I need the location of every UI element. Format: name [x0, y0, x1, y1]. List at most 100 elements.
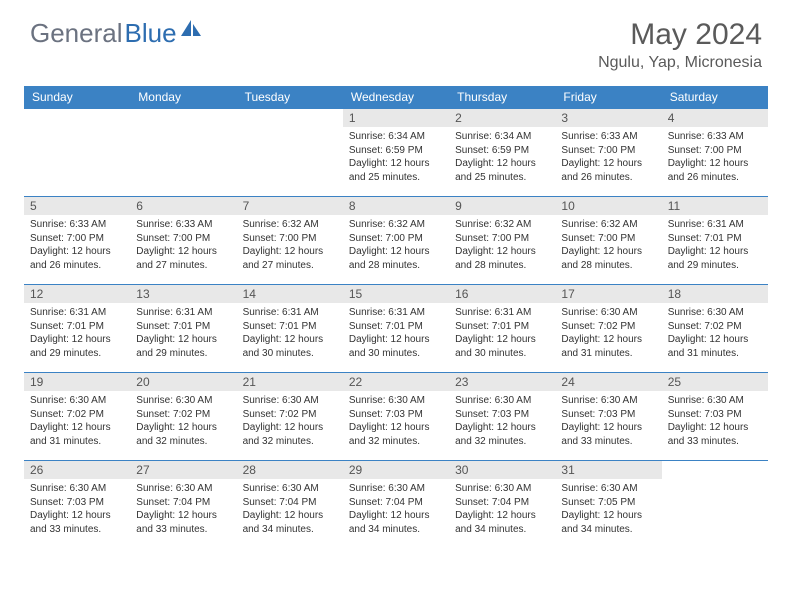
- day-details: Sunrise: 6:30 AMSunset: 7:04 PMDaylight:…: [237, 479, 343, 538]
- calendar-day-cell: 8Sunrise: 6:32 AMSunset: 7:00 PMDaylight…: [343, 197, 449, 285]
- weekday-header: Monday: [130, 86, 236, 109]
- day-details: Sunrise: 6:31 AMSunset: 7:01 PMDaylight:…: [449, 303, 555, 362]
- weekday-header: Tuesday: [237, 86, 343, 109]
- logo-text-general: General: [30, 18, 123, 49]
- calendar-day-cell: 25Sunrise: 6:30 AMSunset: 7:03 PMDayligh…: [662, 373, 768, 461]
- day-details: Sunrise: 6:30 AMSunset: 7:02 PMDaylight:…: [24, 391, 130, 450]
- day-number: 16: [449, 285, 555, 303]
- day-details: Sunrise: 6:32 AMSunset: 7:00 PMDaylight:…: [555, 215, 661, 274]
- day-number: 4: [662, 109, 768, 127]
- day-details: Sunrise: 6:30 AMSunset: 7:03 PMDaylight:…: [555, 391, 661, 450]
- calendar-day-cell: 15Sunrise: 6:31 AMSunset: 7:01 PMDayligh…: [343, 285, 449, 373]
- month-title: May 2024: [598, 18, 762, 52]
- calendar-day-cell: 7Sunrise: 6:32 AMSunset: 7:00 PMDaylight…: [237, 197, 343, 285]
- calendar-day-cell: 26Sunrise: 6:30 AMSunset: 7:03 PMDayligh…: [24, 461, 130, 549]
- calendar-body: 1Sunrise: 6:34 AMSunset: 6:59 PMDaylight…: [24, 109, 768, 549]
- day-details: Sunrise: 6:32 AMSunset: 7:00 PMDaylight:…: [237, 215, 343, 274]
- calendar-table: SundayMondayTuesdayWednesdayThursdayFrid…: [24, 86, 768, 549]
- day-number: 21: [237, 373, 343, 391]
- day-details: Sunrise: 6:30 AMSunset: 7:03 PMDaylight:…: [343, 391, 449, 450]
- calendar-day-cell: 14Sunrise: 6:31 AMSunset: 7:01 PMDayligh…: [237, 285, 343, 373]
- calendar-day-cell: 31Sunrise: 6:30 AMSunset: 7:05 PMDayligh…: [555, 461, 661, 549]
- day-number: 8: [343, 197, 449, 215]
- day-number: 25: [662, 373, 768, 391]
- day-number: 18: [662, 285, 768, 303]
- logo-text-blue: Blue: [125, 18, 177, 49]
- day-details: Sunrise: 6:30 AMSunset: 7:05 PMDaylight:…: [555, 479, 661, 538]
- calendar-day-cell: 17Sunrise: 6:30 AMSunset: 7:02 PMDayligh…: [555, 285, 661, 373]
- logo-sail-icon: [181, 20, 203, 43]
- calendar-day-cell: 6Sunrise: 6:33 AMSunset: 7:00 PMDaylight…: [130, 197, 236, 285]
- day-number: 7: [237, 197, 343, 215]
- day-details: Sunrise: 6:30 AMSunset: 7:04 PMDaylight:…: [449, 479, 555, 538]
- day-number: 5: [24, 197, 130, 215]
- weekday-header: Friday: [555, 86, 661, 109]
- calendar-day-cell: 13Sunrise: 6:31 AMSunset: 7:01 PMDayligh…: [130, 285, 236, 373]
- day-number: 27: [130, 461, 236, 479]
- day-number: 19: [24, 373, 130, 391]
- calendar-day-cell: 11Sunrise: 6:31 AMSunset: 7:01 PMDayligh…: [662, 197, 768, 285]
- day-details: Sunrise: 6:31 AMSunset: 7:01 PMDaylight:…: [343, 303, 449, 362]
- calendar-day-cell: 12Sunrise: 6:31 AMSunset: 7:01 PMDayligh…: [24, 285, 130, 373]
- calendar-day-cell: 5Sunrise: 6:33 AMSunset: 7:00 PMDaylight…: [24, 197, 130, 285]
- day-number: 12: [24, 285, 130, 303]
- calendar-day-cell: [24, 109, 130, 197]
- calendar-day-cell: 28Sunrise: 6:30 AMSunset: 7:04 PMDayligh…: [237, 461, 343, 549]
- day-number: 29: [343, 461, 449, 479]
- day-details: Sunrise: 6:34 AMSunset: 6:59 PMDaylight:…: [343, 127, 449, 186]
- calendar-day-cell: 3Sunrise: 6:33 AMSunset: 7:00 PMDaylight…: [555, 109, 661, 197]
- day-number: 3: [555, 109, 661, 127]
- day-details: Sunrise: 6:30 AMSunset: 7:04 PMDaylight:…: [343, 479, 449, 538]
- calendar-week-row: 5Sunrise: 6:33 AMSunset: 7:00 PMDaylight…: [24, 197, 768, 285]
- day-number: 9: [449, 197, 555, 215]
- calendar-day-cell: [130, 109, 236, 197]
- weekday-header: Saturday: [662, 86, 768, 109]
- day-details: Sunrise: 6:33 AMSunset: 7:00 PMDaylight:…: [555, 127, 661, 186]
- day-number: 30: [449, 461, 555, 479]
- day-details: Sunrise: 6:31 AMSunset: 7:01 PMDaylight:…: [130, 303, 236, 362]
- calendar-day-cell: 9Sunrise: 6:32 AMSunset: 7:00 PMDaylight…: [449, 197, 555, 285]
- day-number: 14: [237, 285, 343, 303]
- location-text: Ngulu, Yap, Micronesia: [598, 54, 762, 72]
- day-details: Sunrise: 6:31 AMSunset: 7:01 PMDaylight:…: [662, 215, 768, 274]
- calendar-day-cell: 22Sunrise: 6:30 AMSunset: 7:03 PMDayligh…: [343, 373, 449, 461]
- day-details: Sunrise: 6:30 AMSunset: 7:02 PMDaylight:…: [130, 391, 236, 450]
- calendar-week-row: 1Sunrise: 6:34 AMSunset: 6:59 PMDaylight…: [24, 109, 768, 197]
- day-number: 28: [237, 461, 343, 479]
- logo: GeneralBlue: [30, 18, 203, 49]
- calendar-day-cell: 20Sunrise: 6:30 AMSunset: 7:02 PMDayligh…: [130, 373, 236, 461]
- day-number: 13: [130, 285, 236, 303]
- day-details: Sunrise: 6:34 AMSunset: 6:59 PMDaylight:…: [449, 127, 555, 186]
- calendar-day-cell: 18Sunrise: 6:30 AMSunset: 7:02 PMDayligh…: [662, 285, 768, 373]
- day-details: Sunrise: 6:30 AMSunset: 7:03 PMDaylight:…: [662, 391, 768, 450]
- day-number: 2: [449, 109, 555, 127]
- day-details: Sunrise: 6:30 AMSunset: 7:04 PMDaylight:…: [130, 479, 236, 538]
- calendar-day-cell: 24Sunrise: 6:30 AMSunset: 7:03 PMDayligh…: [555, 373, 661, 461]
- day-details: Sunrise: 6:32 AMSunset: 7:00 PMDaylight:…: [343, 215, 449, 274]
- day-number: 24: [555, 373, 661, 391]
- calendar-day-cell: 29Sunrise: 6:30 AMSunset: 7:04 PMDayligh…: [343, 461, 449, 549]
- day-details: Sunrise: 6:32 AMSunset: 7:00 PMDaylight:…: [449, 215, 555, 274]
- calendar-day-cell: 16Sunrise: 6:31 AMSunset: 7:01 PMDayligh…: [449, 285, 555, 373]
- day-number: 31: [555, 461, 661, 479]
- day-details: Sunrise: 6:33 AMSunset: 7:00 PMDaylight:…: [662, 127, 768, 186]
- day-number: 23: [449, 373, 555, 391]
- calendar-day-cell: 27Sunrise: 6:30 AMSunset: 7:04 PMDayligh…: [130, 461, 236, 549]
- calendar-day-cell: 10Sunrise: 6:32 AMSunset: 7:00 PMDayligh…: [555, 197, 661, 285]
- weekday-header: Sunday: [24, 86, 130, 109]
- page-header: GeneralBlue May 2024 Ngulu, Yap, Microne…: [0, 0, 792, 80]
- day-number: 10: [555, 197, 661, 215]
- day-details: Sunrise: 6:31 AMSunset: 7:01 PMDaylight:…: [24, 303, 130, 362]
- day-number: 17: [555, 285, 661, 303]
- calendar-week-row: 19Sunrise: 6:30 AMSunset: 7:02 PMDayligh…: [24, 373, 768, 461]
- day-number: 22: [343, 373, 449, 391]
- day-details: Sunrise: 6:33 AMSunset: 7:00 PMDaylight:…: [130, 215, 236, 274]
- calendar-day-cell: 21Sunrise: 6:30 AMSunset: 7:02 PMDayligh…: [237, 373, 343, 461]
- calendar-day-cell: 19Sunrise: 6:30 AMSunset: 7:02 PMDayligh…: [24, 373, 130, 461]
- day-details: Sunrise: 6:31 AMSunset: 7:01 PMDaylight:…: [237, 303, 343, 362]
- calendar-day-cell: [662, 461, 768, 549]
- day-number: 11: [662, 197, 768, 215]
- day-details: Sunrise: 6:30 AMSunset: 7:02 PMDaylight:…: [662, 303, 768, 362]
- title-block: May 2024 Ngulu, Yap, Micronesia: [598, 18, 762, 72]
- calendar-day-cell: 30Sunrise: 6:30 AMSunset: 7:04 PMDayligh…: [449, 461, 555, 549]
